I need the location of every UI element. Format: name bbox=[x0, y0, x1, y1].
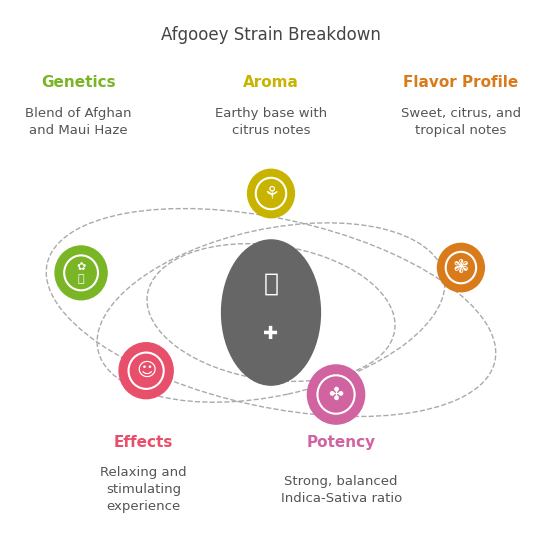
Ellipse shape bbox=[437, 244, 485, 292]
Text: ✤: ✤ bbox=[328, 386, 344, 403]
Text: Afgooey Strain Breakdown: Afgooey Strain Breakdown bbox=[161, 26, 381, 44]
Text: Effects: Effects bbox=[114, 435, 173, 450]
Text: ❃: ❃ bbox=[453, 258, 469, 277]
Text: 🌿: 🌿 bbox=[263, 272, 279, 295]
Text: ✚: ✚ bbox=[263, 325, 279, 343]
Text: Genetics: Genetics bbox=[41, 75, 116, 90]
Text: Sweet, citrus, and
tropical notes: Sweet, citrus, and tropical notes bbox=[401, 107, 521, 137]
Ellipse shape bbox=[119, 343, 173, 399]
Text: Strong, balanced
Indica-Sativa ratio: Strong, balanced Indica-Sativa ratio bbox=[281, 475, 402, 505]
Text: Flavor Profile: Flavor Profile bbox=[403, 75, 519, 90]
Ellipse shape bbox=[222, 240, 320, 385]
Text: Aroma: Aroma bbox=[243, 75, 299, 90]
Text: Blend of Afghan
and Maui Haze: Blend of Afghan and Maui Haze bbox=[25, 107, 132, 137]
Text: ☺: ☺ bbox=[136, 361, 156, 380]
Text: Relaxing and
stimulating
experience: Relaxing and stimulating experience bbox=[100, 466, 187, 513]
Text: Earthy base with
citrus notes: Earthy base with citrus notes bbox=[215, 107, 327, 137]
Text: ✿
ⓘ: ✿ ⓘ bbox=[76, 262, 86, 284]
Text: Potency: Potency bbox=[307, 435, 376, 450]
Ellipse shape bbox=[248, 169, 294, 218]
Text: ⚘: ⚘ bbox=[263, 185, 279, 203]
Ellipse shape bbox=[307, 365, 365, 424]
Ellipse shape bbox=[55, 246, 107, 300]
